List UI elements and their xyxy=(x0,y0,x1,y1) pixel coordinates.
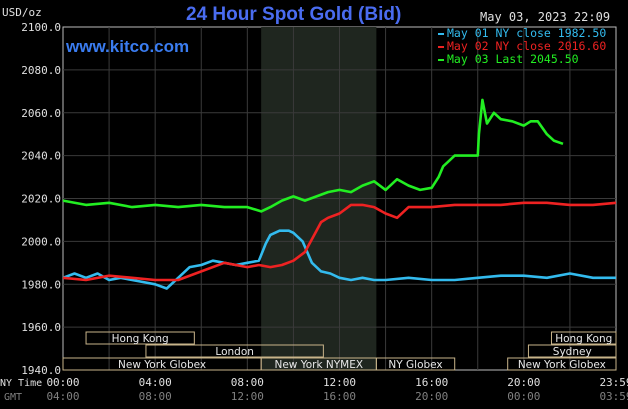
session-label: Hong Kong xyxy=(112,333,169,345)
ny-time-label: NY Time xyxy=(0,378,42,389)
x-tick-label-ny: 04:00 xyxy=(139,376,172,389)
chart-title: 24 Hour Spot Gold (Bid) xyxy=(186,4,402,25)
session-label: New York NYMEX xyxy=(274,359,363,371)
x-tick-label-gmt: 04:00 xyxy=(46,390,79,403)
session-bar xyxy=(507,357,617,371)
x-tick-label-ny: 08:00 xyxy=(231,376,264,389)
session-label: Hong Kong xyxy=(555,333,612,345)
session-label: New York Globex xyxy=(518,359,606,371)
gmt-label: GMT xyxy=(4,392,22,403)
y-tick-label: 1980.0 xyxy=(21,278,61,291)
session-bar xyxy=(145,344,324,358)
y-tick-label: 2040.0 xyxy=(21,150,61,163)
legend-item-may03: May 03 Last 2045.50 xyxy=(438,53,579,66)
session-label: NY Globex xyxy=(388,359,442,371)
x-tick-label-ny: 16:00 xyxy=(415,376,448,389)
session-bar xyxy=(550,331,617,345)
x-tick-label-ny: 12:00 xyxy=(323,376,356,389)
session-label: Sydney xyxy=(553,346,592,358)
timestamp: May 03, 2023 22:09 xyxy=(480,10,611,24)
y-tick-label: 2080.0 xyxy=(21,64,61,77)
session-label: New York Globex xyxy=(118,359,206,371)
session-bar xyxy=(85,331,195,345)
legend-item-may02: May 02 NY close 2016.60 xyxy=(438,40,606,53)
x-tick-label-ny: 20:00 xyxy=(507,376,540,389)
session-bar xyxy=(527,344,617,358)
x-tick-label-ny: 00:00 xyxy=(46,376,79,389)
y-tick-label: 1960.0 xyxy=(21,321,61,334)
session-bar xyxy=(375,357,456,371)
y-tick-label: 2100.0 xyxy=(21,21,61,34)
units-label: USD/oz xyxy=(2,6,42,19)
series-line-2 xyxy=(62,201,617,282)
legend-label: May 02 NY close 2016.60 xyxy=(447,39,607,53)
x-tick-label-gmt: 00:00 xyxy=(507,390,540,403)
y-tick-label: 2060.0 xyxy=(21,107,61,120)
y-tick-label: 2000.0 xyxy=(21,235,61,248)
x-tick-label-gmt: 12:00 xyxy=(231,390,264,403)
x-tick-label-gmt: 16:00 xyxy=(323,390,356,403)
x-tick-label-ny: 23:59 xyxy=(599,376,628,389)
x-tick-label-gmt: 20:00 xyxy=(415,390,448,403)
legend-label: May 03 Last 2045.50 xyxy=(447,52,579,66)
series-line-3 xyxy=(62,98,564,213)
x-tick-label-gmt: 03:59 xyxy=(599,390,628,403)
legend-label: May 01 NY close 1982.50 xyxy=(447,26,607,40)
legend-item-may01: May 01 NY close 1982.50 xyxy=(438,27,606,40)
x-tick-label-gmt: 08:00 xyxy=(139,390,172,403)
series-line-1 xyxy=(62,229,616,290)
y-tick-label: 1940.0 xyxy=(21,364,61,377)
session-label: London xyxy=(215,346,254,358)
y-tick-label: 2020.0 xyxy=(21,193,61,206)
site-url[interactable]: www.kitco.com xyxy=(66,37,190,56)
